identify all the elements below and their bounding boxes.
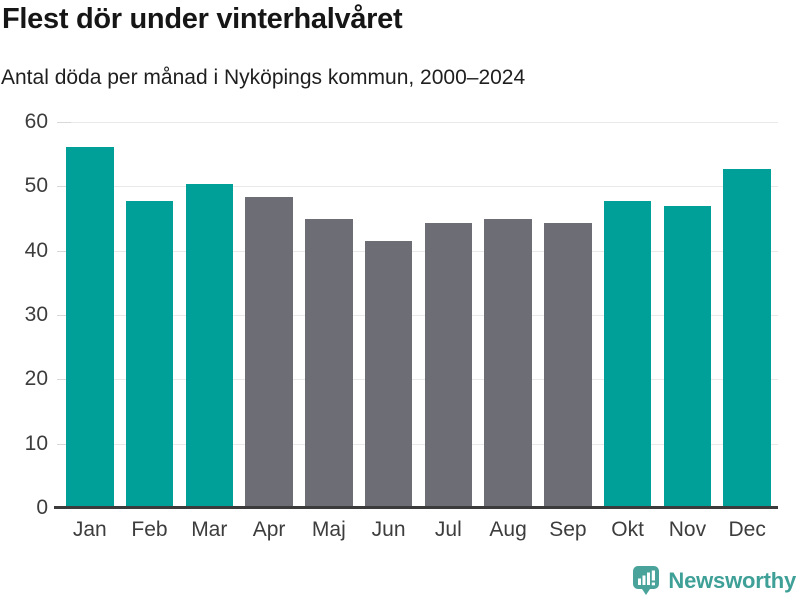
gridline-40	[57, 250, 778, 252]
bar-okt	[603, 201, 652, 508]
y-tick-label-30: 30	[24, 303, 48, 326]
x-label-feb: Feb	[131, 518, 168, 541]
chart-title: Flest dör under vinterhalvåret	[2, 3, 403, 35]
bar-sep	[544, 223, 592, 508]
x-axis-line	[54, 506, 778, 509]
plot-area: 0 10 20 30 40 50 60 Jan Feb Mar Apr Maj Jun Jul Aug Se…	[25, 110, 778, 541]
tick-mark-50	[57, 186, 71, 188]
bar-jan	[66, 147, 114, 508]
y-tick-label-20: 20	[24, 367, 48, 391]
newsworthy-logo: Newsworthy	[632, 565, 796, 596]
bar-jun	[364, 241, 413, 508]
x-label-okt: Okt	[611, 518, 644, 541]
y-tick-label-10: 10	[24, 431, 48, 455]
gridline-10	[57, 443, 778, 445]
x-label-mar: Mar	[191, 518, 228, 541]
gridline-60	[57, 122, 778, 123]
x-label-sep: Sep	[549, 518, 587, 541]
x-label-nov: Nov	[668, 518, 707, 541]
chart-subtitle: Antal döda per månad i Nyköpings kommun,…	[1, 66, 526, 89]
y-tick-label-60: 60	[24, 110, 48, 133]
tick-mark-60	[57, 122, 71, 123]
x-label-jun: Jun	[371, 518, 406, 541]
y-tick-label-50: 50	[24, 174, 48, 198]
newsworthy-logo-text: Newsworthy	[668, 567, 796, 593]
x-label-jan: Jan	[72, 518, 107, 541]
bar-mar	[185, 183, 234, 508]
gridline-20	[57, 379, 778, 381]
x-label-jul: Jul	[434, 518, 462, 541]
bar-feb	[125, 201, 174, 508]
tick-mark-10	[57, 443, 71, 445]
x-label-apr: Apr	[252, 518, 286, 541]
bar-aug	[484, 219, 532, 508]
gridline-50	[57, 186, 778, 188]
newsworthy-barchart-bubble-icon	[633, 566, 660, 595]
bar-maj	[305, 219, 353, 508]
x-label-maj: Maj	[311, 518, 346, 541]
bars-layer	[66, 122, 771, 508]
bar-jul	[424, 223, 473, 508]
y-tick-label-0: 0	[36, 496, 48, 519]
x-axis-labels: Jan Feb Mar Apr Maj Jun Jul Aug Sep Okt Nov Dec	[66, 518, 771, 542]
tick-mark-20	[57, 379, 71, 381]
y-tick-label-40: 40	[24, 238, 48, 262]
x-label-aug: Aug	[489, 518, 527, 541]
bar-nov	[663, 206, 712, 508]
tick-mark-40	[57, 250, 71, 252]
gridline-30	[57, 315, 778, 316]
bar-apr	[245, 196, 293, 508]
bar-dec	[723, 168, 771, 508]
x-label-dec: Dec	[728, 518, 766, 541]
tick-mark-30	[57, 315, 71, 316]
